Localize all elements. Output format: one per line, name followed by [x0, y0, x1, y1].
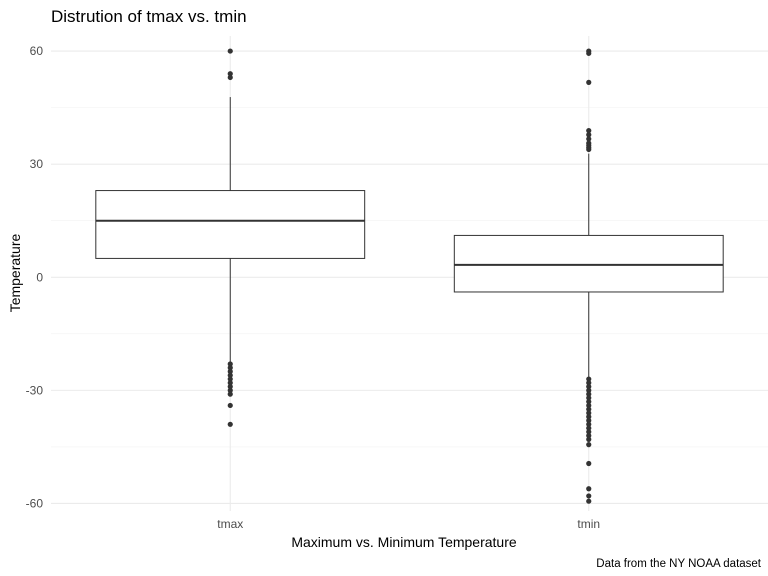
chart-title: Distrution of tmax vs. tmin	[51, 7, 247, 26]
y-tick-label: -60	[26, 496, 44, 510]
box-tmin	[453, 48, 724, 504]
box-tmax	[95, 48, 366, 427]
y-tick-label: 0	[36, 270, 43, 284]
outlier-point	[586, 387, 592, 393]
outlier-point	[586, 380, 592, 386]
outlier-point	[586, 410, 592, 416]
outlier-point	[227, 391, 233, 397]
chart-caption: Data from the NY NOAA dataset	[596, 558, 762, 570]
outlier-point	[586, 436, 592, 442]
outlier-point	[586, 395, 592, 401]
y-axis-title: Temperature	[7, 233, 23, 312]
y-tick-labels: -60 -30 0 30 60	[26, 44, 44, 510]
outlier-point	[586, 425, 592, 431]
outlier-point	[586, 399, 592, 405]
outlier-point	[227, 372, 233, 378]
x-tick-label: tmin	[577, 517, 600, 531]
outlier-point	[227, 71, 233, 77]
outlier-point	[227, 361, 233, 367]
outlier-point	[586, 136, 592, 142]
outlier-point	[586, 132, 592, 138]
x-axis-title: Maximum vs. Minimum Temperature	[291, 534, 517, 550]
outlier-point	[586, 402, 592, 409]
outlier-point	[586, 442, 592, 448]
outlier-point	[586, 376, 592, 382]
outlier-point	[586, 417, 592, 424]
y-tick-label: 30	[30, 157, 44, 171]
outlier-point	[227, 74, 233, 81]
outlier-point	[586, 493, 592, 499]
outlier-point	[227, 48, 233, 54]
box-body	[453, 234, 724, 293]
outlier-point	[586, 433, 592, 439]
box-body	[95, 190, 366, 259]
outlier-point	[586, 414, 592, 420]
y-tick-label: -30	[26, 383, 44, 397]
outlier-point	[227, 421, 233, 427]
outlier-point	[586, 429, 592, 435]
outlier-point	[227, 383, 233, 390]
boxes	[95, 48, 724, 504]
outlier-point	[586, 460, 592, 467]
outlier-point	[227, 402, 233, 409]
x-tick-label: tmax	[217, 517, 243, 531]
outlier-point	[586, 421, 592, 427]
outlier-point	[586, 391, 592, 397]
outlier-point	[586, 498, 592, 504]
x-tick-labels: tmax tmin	[217, 517, 600, 531]
outlier-point	[227, 368, 233, 375]
outlier-point	[227, 365, 233, 371]
outlier-point	[586, 486, 592, 492]
outlier-point	[586, 383, 592, 390]
outlier-point	[227, 380, 233, 386]
outlier-point	[227, 376, 233, 382]
outlier-point	[586, 50, 592, 56]
outlier-point	[586, 79, 592, 85]
outlier-point	[586, 128, 592, 134]
outlier-point	[586, 146, 592, 153]
y-tick-label: 60	[30, 44, 44, 58]
outlier-point	[227, 387, 233, 393]
outlier-point	[586, 406, 592, 412]
